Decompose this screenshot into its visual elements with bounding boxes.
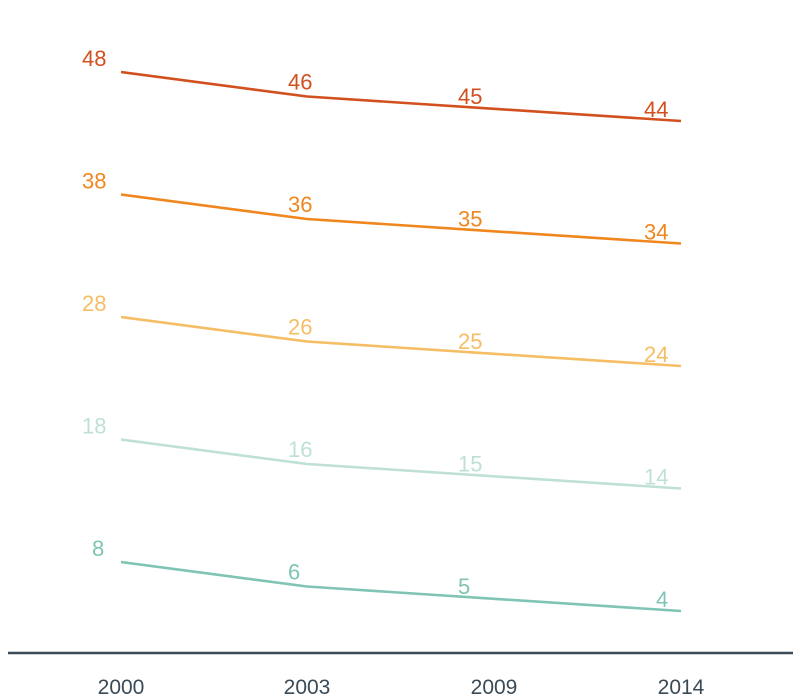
data-label: 6 bbox=[288, 560, 300, 585]
data-label: 35 bbox=[458, 206, 482, 231]
data-label: 34 bbox=[644, 220, 668, 245]
data-label: 16 bbox=[288, 437, 312, 462]
data-label: 48 bbox=[82, 46, 106, 71]
data-label: 14 bbox=[644, 465, 668, 490]
series-4: 18 16 15 14 bbox=[82, 414, 682, 490]
data-label: 25 bbox=[458, 329, 482, 354]
series-line-2 bbox=[120, 193, 682, 245]
data-label: 4 bbox=[656, 587, 668, 612]
data-label: 44 bbox=[644, 97, 668, 122]
x-tick-label: 2009 bbox=[471, 676, 518, 699]
data-label: 46 bbox=[288, 70, 312, 95]
series-line-3 bbox=[120, 315, 682, 368]
data-label: 5 bbox=[458, 574, 470, 599]
series-line-5 bbox=[120, 560, 682, 613]
x-tick-label: 2014 bbox=[658, 676, 705, 699]
x-tick-label: 2000 bbox=[98, 676, 145, 699]
series-3: 28 26 25 24 bbox=[82, 291, 682, 368]
series-line-1 bbox=[120, 70, 682, 123]
data-label: 24 bbox=[644, 342, 668, 367]
series-line-4 bbox=[120, 438, 682, 490]
data-label: 45 bbox=[458, 84, 482, 109]
data-label: 26 bbox=[288, 315, 312, 340]
data-label: 8 bbox=[92, 536, 104, 561]
x-tick-label: 2003 bbox=[284, 676, 331, 699]
data-label: 38 bbox=[82, 169, 106, 194]
series-layer: 48 46 45 44 38 36 35 34 28 26 25 24 18 16 15 14 8 6 5 4 bbox=[82, 46, 682, 613]
data-label: 36 bbox=[288, 192, 312, 217]
data-label: 28 bbox=[82, 291, 106, 316]
data-label: 18 bbox=[82, 414, 106, 439]
series-1: 48 46 45 44 bbox=[82, 46, 682, 123]
data-label: 15 bbox=[458, 451, 482, 476]
x-tick-labels: 2000 2003 2009 2014 bbox=[98, 676, 705, 699]
series-5: 8 6 5 4 bbox=[92, 536, 682, 613]
series-2: 38 36 35 34 bbox=[82, 169, 682, 245]
